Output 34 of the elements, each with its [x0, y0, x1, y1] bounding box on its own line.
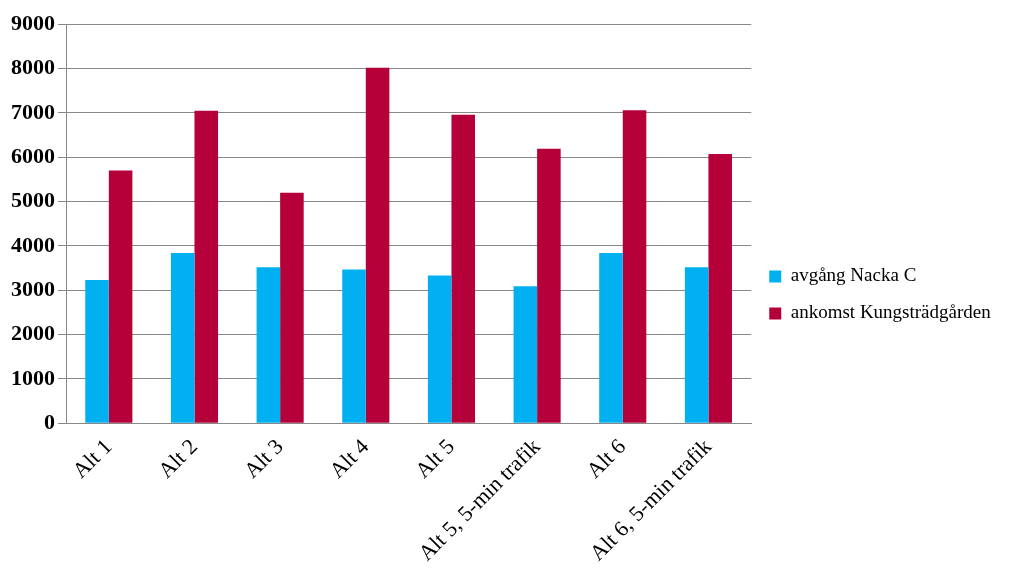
- x-tick-label: Alt 4: [324, 433, 374, 483]
- legend-label: avgång Nacka C: [790, 264, 917, 286]
- bar: [194, 110, 219, 423]
- y-tick-label: 3000: [11, 275, 55, 301]
- y-tick-label: 0: [44, 408, 55, 434]
- bar: [622, 110, 647, 423]
- bar: [280, 192, 304, 423]
- bar: [342, 269, 366, 423]
- x-tick-label: Alt 2: [152, 433, 203, 483]
- y-tick-label: 8000: [11, 54, 55, 80]
- bar: [708, 154, 732, 423]
- bar: [599, 253, 623, 423]
- y-tick-label: 7000: [11, 98, 55, 124]
- x-tick-label: Alt 3: [238, 433, 288, 483]
- bar: [537, 148, 561, 423]
- bar: [256, 267, 281, 423]
- bar: [451, 114, 476, 423]
- y-tick-label: 6000: [11, 142, 55, 168]
- y-tick-label: 4000: [11, 231, 55, 257]
- bar: [513, 286, 538, 423]
- bar: [170, 253, 195, 423]
- y-tick-label: 5000: [11, 187, 55, 213]
- bar: [85, 280, 109, 423]
- x-tick-label: Alt 1: [67, 433, 117, 483]
- y-tick-label: 1000: [11, 364, 55, 390]
- legend-label: ankomst Kungsträdgården: [790, 301, 992, 323]
- bar: [684, 267, 709, 423]
- bar: [427, 275, 452, 423]
- x-tick-label: Alt 5: [409, 433, 460, 483]
- bar: [108, 170, 133, 423]
- x-tick-label: Alt 6: [581, 433, 631, 483]
- y-tick-label: 2000: [11, 320, 55, 346]
- y-tick-label: 9000: [11, 9, 55, 35]
- bar: [365, 67, 390, 423]
